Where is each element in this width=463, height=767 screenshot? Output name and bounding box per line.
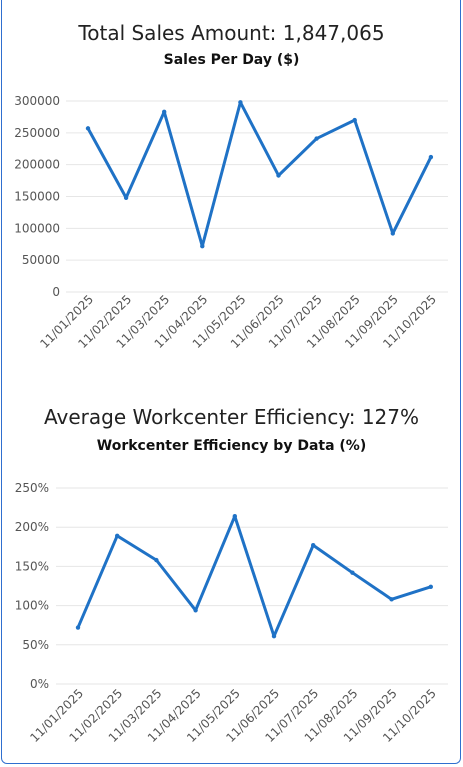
sales-data-point xyxy=(276,173,281,178)
sales-y-tick-label: 150000 xyxy=(14,190,60,204)
sales-y-tick-label: 0 xyxy=(52,285,60,299)
efficiency-y-tick-label: 250% xyxy=(15,481,49,495)
efficiency-data-point xyxy=(154,557,159,563)
efficiency-data-point xyxy=(350,570,355,575)
sales-data-point xyxy=(238,100,243,105)
efficiency-data-point xyxy=(232,514,237,519)
sales-y-tick-label: 200000 xyxy=(14,158,60,172)
efficiency-data-point xyxy=(115,533,120,539)
efficiency-y-tick-label: 100% xyxy=(15,599,49,613)
efficiency-headline: Average Workcenter Efficiency: 127% xyxy=(44,405,419,429)
sales-data-point xyxy=(85,126,91,131)
sales-headline: Total Sales Amount: 1,847,065 xyxy=(78,21,385,45)
efficiency-data-point xyxy=(193,608,198,613)
efficiency-y-tick-label: 0% xyxy=(30,677,49,691)
efficiency-data-point xyxy=(75,625,81,630)
efficiency-chart-body: 0%50%100%150%200%250%11/01/202511/02/202… xyxy=(15,481,448,745)
sales-y-tick-label: 50000 xyxy=(22,253,60,267)
efficiency-y-tick-label: 50% xyxy=(22,638,49,652)
sales-y-tick-label: 300000 xyxy=(14,94,60,108)
sales-series-line xyxy=(86,100,433,248)
sales-chart-title: Sales Per Day ($) xyxy=(163,52,300,68)
efficiency-chart-title: Workcenter Efficiency by Data (%) xyxy=(96,438,367,454)
efficiency-data-point xyxy=(428,584,433,589)
sales-y-tick-label: 100000 xyxy=(14,221,60,235)
efficiency-data-point xyxy=(389,597,394,602)
efficiency-data-point xyxy=(311,543,316,548)
efficiency-series-line xyxy=(76,514,432,638)
efficiency-y-tick-label: 200% xyxy=(15,520,49,534)
sales-data-point xyxy=(390,231,395,236)
sales-data-point xyxy=(162,109,167,115)
efficiency-data-point xyxy=(271,633,277,639)
sales-data-point xyxy=(352,117,357,123)
sales-y-tick-label: 250000 xyxy=(14,126,60,140)
sales-data-point xyxy=(200,243,205,249)
sales-data-point xyxy=(123,195,129,200)
sales-data-point xyxy=(314,136,319,141)
sales-data-point xyxy=(428,154,434,160)
efficiency-y-tick-label: 150% xyxy=(15,559,49,573)
